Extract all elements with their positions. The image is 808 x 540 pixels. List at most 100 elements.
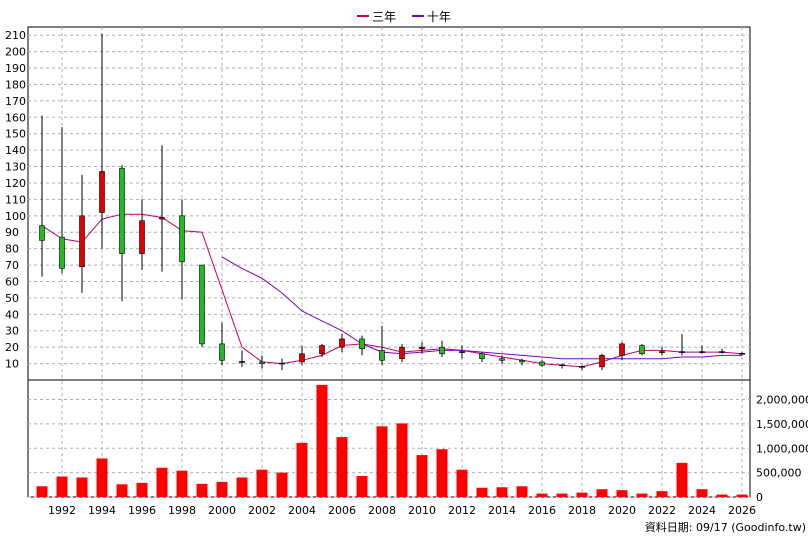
- x-tick-label: 2014: [488, 504, 516, 517]
- volume-bar: [36, 486, 48, 497]
- price-plot-frame: [27, 26, 751, 381]
- price-tick-label: 10: [5, 358, 19, 371]
- candle: [739, 352, 745, 356]
- volume-bar: [336, 437, 348, 497]
- price-tick-label: 80: [5, 243, 19, 256]
- candle: [419, 342, 425, 354]
- candle-body: [599, 355, 605, 368]
- price-tick-label: 210: [5, 29, 26, 42]
- candle-body: [159, 217, 165, 220]
- legend-item-3yr: 三年: [357, 8, 396, 25]
- x-tick-label: 2008: [368, 504, 396, 517]
- volume-bar: [216, 481, 228, 497]
- candle: [99, 33, 105, 249]
- price-tick-label: 40: [5, 308, 19, 321]
- price-tick-label: 150: [5, 128, 26, 141]
- volume-bar: [596, 489, 608, 497]
- candle: [439, 340, 445, 358]
- candle-body: [319, 345, 325, 355]
- x-tick-label: 2016: [528, 504, 556, 517]
- grid: [27, 26, 751, 498]
- candle-body: [499, 358, 505, 361]
- candle: [59, 127, 65, 274]
- volume-bar: [56, 476, 68, 497]
- candle-body: [639, 345, 645, 355]
- price-tick-label: 120: [5, 177, 26, 190]
- volume-bar: [256, 469, 268, 497]
- axes: 1992 1994 1996 1998 2000 2002 2004 2006 2008 2010…: [5, 29, 808, 517]
- volume-plot-frame: [27, 379, 751, 498]
- x-tick-label: 2006: [328, 504, 356, 517]
- candle-body: [119, 167, 125, 254]
- candle-body: [619, 343, 625, 356]
- volume-tick-label: 500,000: [756, 467, 802, 480]
- x-tick-label: 1992: [48, 504, 76, 517]
- candle: [579, 365, 585, 371]
- candle-body: [139, 220, 145, 254]
- x-tick-label: 2004: [288, 504, 316, 517]
- volume-bar: [196, 483, 208, 497]
- candle-body: [99, 171, 105, 213]
- volume-bar: [676, 462, 688, 497]
- candle: [159, 145, 165, 272]
- x-tick-label: 1998: [168, 504, 196, 517]
- candle: [199, 264, 205, 348]
- candle-body: [219, 343, 225, 361]
- x-tick-label: 1994: [88, 504, 116, 517]
- candle: [619, 342, 625, 361]
- candle: [279, 358, 285, 371]
- price-tick-label: 110: [5, 193, 26, 206]
- legend-item-10yr: 十年: [411, 8, 451, 25]
- volume-bar: [156, 467, 168, 497]
- volume-tick-label: 1,000,000: [756, 442, 808, 455]
- volume-bar: [716, 494, 728, 497]
- volume-bar: [616, 490, 628, 497]
- candlesticks: [39, 33, 745, 371]
- volume-bar: [516, 486, 528, 497]
- candle: [519, 358, 525, 366]
- price-tick-label: 200: [5, 46, 26, 59]
- volume-tick-label: 1,500,000: [756, 418, 808, 431]
- x-tick-label: 2010: [408, 504, 436, 517]
- candle: [459, 345, 465, 359]
- candle: [539, 360, 545, 367]
- x-tick-label: 2026: [728, 504, 756, 517]
- candle: [339, 334, 345, 353]
- x-tick-label: 2012: [448, 504, 476, 517]
- legend-swatch-3yr: [357, 15, 370, 17]
- volume-bar: [176, 470, 188, 497]
- price-tick-label: 90: [5, 226, 19, 239]
- volume-bar: [96, 458, 108, 497]
- candle-body: [519, 359, 525, 363]
- candle-body: [379, 350, 385, 361]
- candle: [379, 325, 385, 366]
- x-tick-label: 2020: [608, 504, 636, 517]
- candle: [259, 355, 265, 369]
- volume-bar: [296, 442, 308, 497]
- candle-body: [359, 338, 365, 350]
- x-tick-label: 2000: [208, 504, 236, 517]
- candle: [39, 115, 45, 277]
- volume-bar: [456, 469, 468, 497]
- volume-bar: [496, 487, 508, 497]
- candle: [399, 343, 405, 362]
- volume-bar: [696, 489, 708, 497]
- legend-label-3yr: 三年: [372, 9, 397, 24]
- data-date-label: 資料日期: 09/17 (Goodinfo.tw): [644, 521, 806, 534]
- volume-tick-label: 2,000,000: [756, 394, 808, 407]
- candle: [79, 174, 85, 293]
- candle: [299, 345, 305, 366]
- volume-bar: [556, 493, 568, 497]
- volume-bar: [476, 487, 488, 497]
- candle: [139, 199, 145, 270]
- x-tick-label: 2002: [248, 504, 276, 517]
- volume-bar: [656, 491, 668, 497]
- volume-bar: [636, 493, 648, 497]
- candle: [479, 352, 485, 362]
- volume-bar: [576, 492, 588, 497]
- candle: [499, 355, 505, 364]
- volume-bar: [316, 384, 328, 497]
- price-tick-label: 20: [5, 341, 19, 354]
- candle: [679, 334, 685, 356]
- candle: [179, 199, 185, 300]
